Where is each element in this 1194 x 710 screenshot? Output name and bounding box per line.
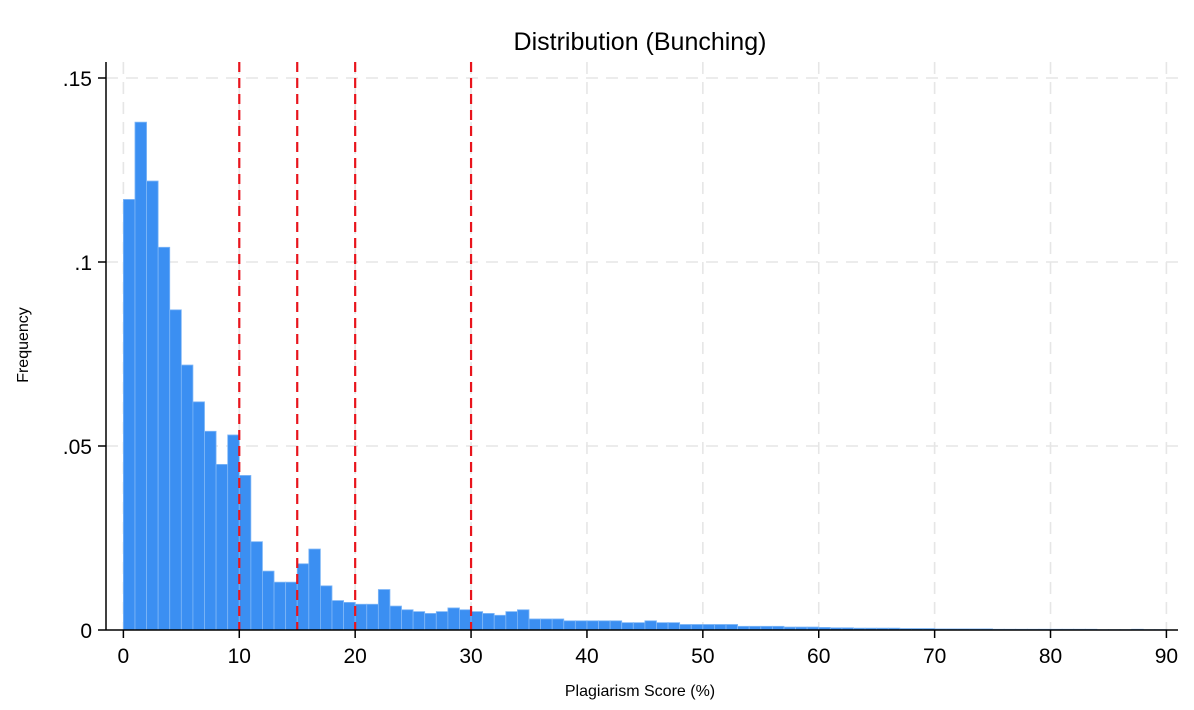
bar-bin-6 — [192, 401, 205, 631]
x-tick-label-2: 20 — [343, 645, 366, 668]
bar-bin-10 — [238, 475, 252, 631]
bar-bin-13 — [273, 581, 287, 631]
bar-bin-3 — [157, 246, 171, 631]
bar-bin-28 — [447, 607, 460, 631]
y-tick-label-1: .05 — [63, 436, 92, 459]
x-tick-label-3: 30 — [459, 645, 482, 668]
bar-bin-47 — [667, 622, 681, 631]
bar-bin-17 — [319, 585, 333, 631]
bar-bin-42 — [609, 620, 623, 631]
bar-bin-24 — [401, 609, 414, 631]
y-tick-label-2: .1 — [74, 252, 92, 275]
x-tick-label-6: 60 — [807, 645, 830, 668]
bar-bin-0 — [122, 199, 136, 631]
bar-bin-30 — [470, 611, 484, 631]
bar-bin-35 — [528, 618, 541, 631]
bar-bin-12 — [262, 570, 275, 631]
bar-bin-50 — [702, 624, 715, 631]
x-tick-label-4: 40 — [575, 645, 598, 668]
y-tick-label-0: 0 — [80, 620, 92, 643]
bar-bin-40 — [586, 620, 599, 631]
bar-bin-37 — [551, 618, 565, 631]
y-tick-label-3: .15 — [63, 68, 92, 91]
x-tick-label-5: 50 — [691, 645, 714, 668]
bar-bin-41 — [598, 620, 611, 631]
bar-bin-33 — [505, 611, 518, 631]
bar-bin-2 — [146, 180, 159, 631]
histogram-bars — [122, 121, 1167, 631]
bar-bin-27 — [435, 611, 449, 631]
bar-bin-15 — [296, 563, 310, 631]
bar-bin-31 — [482, 613, 495, 631]
bar-bin-9 — [227, 434, 240, 631]
bar-bin-14 — [285, 581, 298, 631]
bar-bin-25 — [412, 611, 426, 631]
bar-bin-39 — [574, 620, 588, 631]
bar-bin-21 — [366, 603, 379, 631]
bar-bin-45 — [644, 620, 657, 631]
bar-bin-26 — [424, 613, 437, 631]
bar-bin-5 — [180, 364, 194, 631]
bar-bin-46 — [656, 622, 669, 631]
bar-bin-38 — [563, 620, 576, 631]
bar-bin-8 — [215, 463, 229, 631]
bar-bin-22 — [377, 589, 391, 631]
bar-bin-7 — [204, 430, 217, 631]
chart-title: Distribution (Bunching) — [514, 28, 767, 56]
x-tick-label-9: 90 — [1155, 645, 1178, 668]
x-axis-title: Plagiarism Score (%) — [565, 683, 715, 700]
bar-bin-51 — [714, 624, 727, 631]
axes — [105, 62, 1178, 631]
bar-bin-34 — [517, 609, 530, 631]
bar-bin-18 — [331, 600, 344, 631]
bar-bin-48 — [679, 624, 692, 631]
x-tick-label-7: 70 — [923, 645, 946, 668]
bar-bin-19 — [343, 602, 356, 631]
bar-bin-1 — [134, 121, 147, 631]
x-tick-label-8: 80 — [1039, 645, 1062, 668]
bar-bin-36 — [540, 618, 553, 631]
bar-bin-4 — [169, 309, 182, 631]
bar-bin-29 — [459, 609, 472, 631]
x-tick-label-1: 10 — [228, 645, 251, 668]
reference-lines — [238, 62, 473, 630]
bar-bin-43 — [621, 622, 634, 631]
bar-bin-11 — [250, 541, 263, 631]
x-tick-label-0: 0 — [118, 645, 130, 668]
y-axis-title: Frequency — [15, 307, 32, 383]
bar-bin-20 — [354, 603, 368, 631]
bar-bin-32 — [493, 614, 507, 631]
bar-bin-44 — [632, 622, 646, 631]
gridlines — [106, 62, 1178, 630]
bar-bin-52 — [725, 624, 739, 631]
bar-bin-49 — [690, 624, 704, 631]
bar-bin-16 — [308, 548, 321, 631]
tick-marks-and-labels: 0 10 20 30 40 50 60 70 80 90 0 .05 .1 .15 — [63, 68, 1178, 668]
bar-bin-23 — [389, 605, 402, 631]
